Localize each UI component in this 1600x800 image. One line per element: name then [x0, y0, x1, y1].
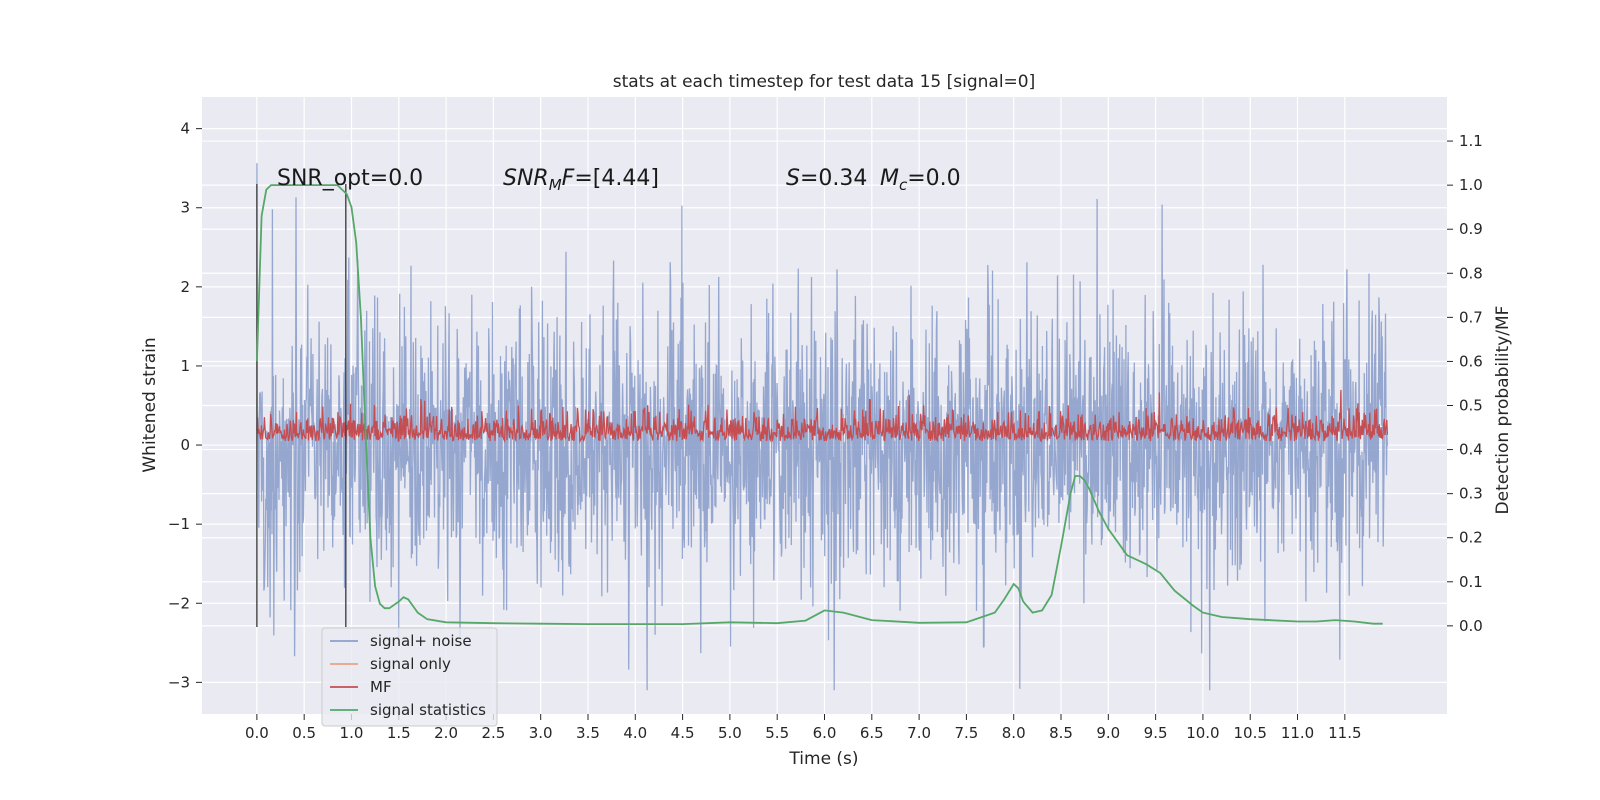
x-tick-label: 5.0: [718, 724, 742, 742]
series-signal-plus-noise-line: [256, 163, 1389, 691]
y-right-tick-label: 0.7: [1459, 308, 1483, 326]
annotation-s-symbol: S: [786, 166, 800, 191]
y-left-tick-label: 0: [180, 436, 190, 454]
y-left-tick-label: 4: [180, 120, 190, 138]
x-tick-label: 8.5: [1049, 724, 1073, 742]
x-tick-label: 10.0: [1186, 724, 1219, 742]
chart-title: stats at each timestep for test data 15 …: [613, 72, 1036, 92]
x-tick-label: 9.5: [1144, 724, 1168, 742]
marker-lines: [256, 184, 347, 627]
x-tick-label: 6.5: [860, 724, 884, 742]
annotation-mc-value: =0.0: [907, 166, 960, 191]
series-mf: [256, 389, 1389, 444]
legend-label-signal-statistics: signal statistics: [370, 701, 486, 719]
annotation-snr-mf: SNRMF=[4.44]: [503, 166, 659, 194]
y-right-tick-label: 0.4: [1459, 441, 1483, 459]
y-left-tick-label: −3: [168, 673, 190, 691]
annotation-snr-mf-tail: F: [562, 166, 575, 191]
y-right-tick-label: 0.5: [1459, 397, 1483, 415]
y-right-tick-label: 0.3: [1459, 485, 1483, 503]
y-axis-left-label: Whitened strain: [140, 337, 160, 472]
y-left-tick-label: 1: [180, 357, 190, 375]
y-axis-right-ticks: 0.0 0.1 0.2 0.3 0.4 0.5 0.6 0.7 0.8 0.9 1.0 1.1: [1447, 132, 1483, 635]
y-right-tick-label: 0.8: [1459, 264, 1483, 282]
legend-box: [321, 627, 498, 727]
annotation-s: S=0.34: [786, 166, 867, 191]
series-signal-statistics-line: [256, 184, 1383, 625]
y-left-tick-label: −1: [168, 515, 190, 533]
y-left-tick-label: 2: [180, 278, 190, 296]
y-right-tick-label: 1.1: [1459, 132, 1483, 150]
y-right-tick-label: 0.1: [1459, 573, 1483, 591]
annotation-snr-opt: SNR_opt=0.0: [277, 166, 423, 191]
annotation-mc-symbol: M: [880, 166, 899, 191]
annotation-s-value: =0.34: [800, 166, 867, 191]
x-tick-label: 8.0: [1002, 724, 1026, 742]
x-tick-label: 6.0: [813, 724, 837, 742]
y-right-tick-label: 1.0: [1459, 176, 1483, 194]
legend-label-signal-only: signal only: [370, 655, 451, 673]
x-tick-label: 3.5: [576, 724, 600, 742]
annotation-snr-mf-subscript: M: [549, 176, 562, 194]
x-tick-label: 11.5: [1328, 724, 1361, 742]
series-mf-line: [256, 389, 1389, 444]
x-tick-label: 3.0: [529, 724, 553, 742]
series-signal-statistics: [256, 184, 1383, 625]
annotation-snr-mf-value: =[4.44]: [574, 166, 659, 191]
y-right-tick-label: 0.6: [1459, 352, 1483, 370]
legend: signal+ noise signal only MF signal stat…: [321, 627, 498, 727]
x-axis-label: Time (s): [788, 749, 858, 769]
x-tick-label: 7.5: [954, 724, 978, 742]
x-tick-label: 4.0: [623, 724, 647, 742]
x-tick-label: 1.0: [340, 724, 364, 742]
x-tick-label: 2.5: [481, 724, 505, 742]
y-left-tick-label: 3: [180, 199, 190, 217]
y-right-tick-label: 0.2: [1459, 529, 1483, 547]
x-tick-label: 10.5: [1234, 724, 1267, 742]
y-axis-left-ticks: −3 −2 −1 0 1 2 3 4: [168, 120, 202, 691]
x-tick-label: 11.0: [1281, 724, 1314, 742]
legend-label-mf: MF: [370, 678, 392, 696]
series-signal-plus-noise: [256, 163, 1389, 691]
y-right-tick-label: 0.9: [1459, 220, 1483, 238]
legend-label-signal-plus-noise: signal+ noise: [370, 632, 472, 650]
annotation-snr-mf-symbol: SNR: [503, 166, 549, 191]
y-right-tick-label: 0.0: [1459, 617, 1483, 635]
x-tick-label: 5.5: [765, 724, 789, 742]
x-tick-label: 7.0: [907, 724, 931, 742]
x-tick-label: 9.0: [1096, 724, 1120, 742]
annotation-mc-subscript: c: [899, 176, 908, 194]
x-tick-label: 0.0: [245, 724, 269, 742]
y-axis-right-label: Detection probability/MF: [1493, 306, 1513, 515]
x-tick-label: 4.5: [671, 724, 695, 742]
annotation-mc: Mc=0.0: [880, 166, 961, 194]
x-tick-label: 2.0: [434, 724, 458, 742]
x-tick-label: 1.5: [387, 724, 411, 742]
x-tick-label: 0.5: [292, 724, 316, 742]
x-axis-ticks: 0.0 0.5 1.0 1.5 2.0 2.5 3.0 3.5 4.0 4.5 5.0 5.5 6.0 6…: [245, 714, 1362, 742]
y-left-tick-label: −2: [168, 594, 190, 612]
